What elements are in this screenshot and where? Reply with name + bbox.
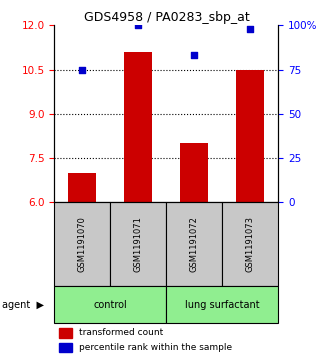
Bar [68,173,96,202]
Text: GSM1191073: GSM1191073 [246,216,255,272]
Bar [110,202,166,286]
Title: GDS4958 / PA0283_sbp_at: GDS4958 / PA0283_sbp_at [84,11,249,24]
Point [80,67,85,73]
Bar [222,202,278,286]
Text: GSM1191070: GSM1191070 [78,216,87,272]
Bar [124,52,152,202]
Bar [166,286,278,323]
Text: percentile rank within the sample: percentile rank within the sample [79,343,232,352]
Point [136,23,141,28]
Bar [236,70,264,202]
Text: transformed count: transformed count [79,329,163,338]
Bar [54,202,110,286]
Text: GSM1191072: GSM1191072 [190,216,199,272]
Text: lung surfactant: lung surfactant [185,299,260,310]
Bar [59,343,72,352]
Bar [166,202,222,286]
Bar [180,143,208,202]
Point [192,53,197,58]
Text: agent  ▶: agent ▶ [2,299,44,310]
Text: GSM1191071: GSM1191071 [134,216,143,272]
Text: control: control [93,299,127,310]
Point [248,26,253,32]
Bar [54,286,166,323]
Bar [59,328,72,338]
